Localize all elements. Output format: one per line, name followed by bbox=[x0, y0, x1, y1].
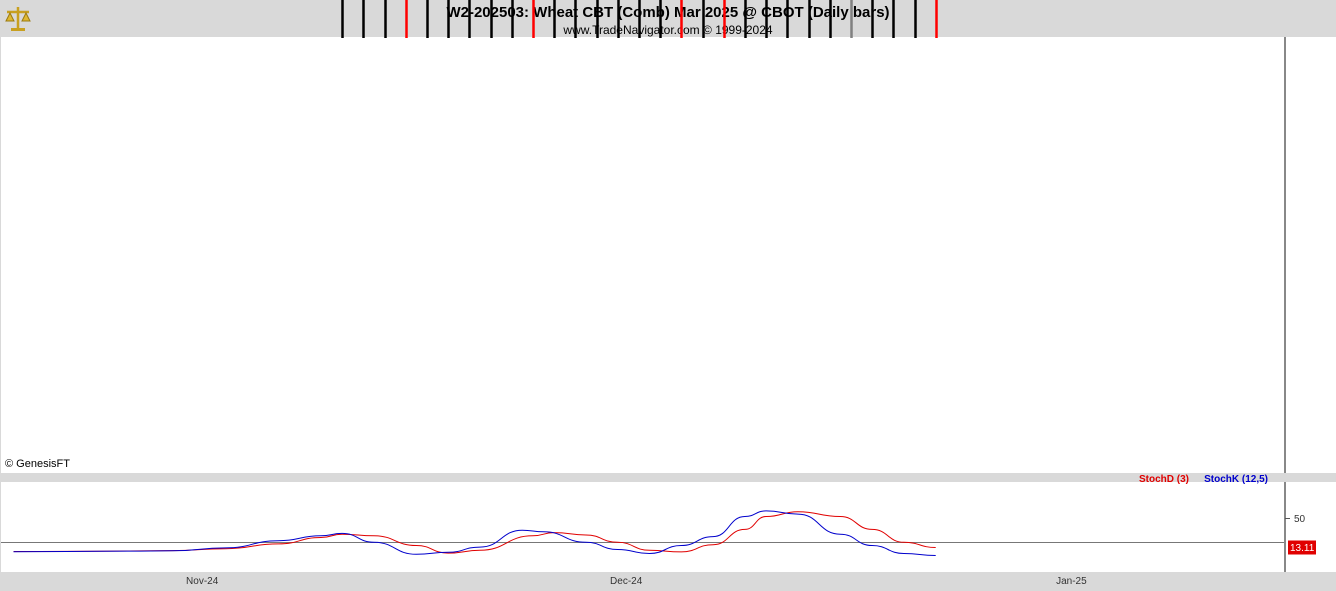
date-label: Dec-24 bbox=[610, 576, 643, 587]
scales-icon bbox=[3, 3, 33, 33]
stoch-tick-label: 50 bbox=[1294, 514, 1306, 525]
chart-title: W2-202503: Wheat CBT (Comb) Mar 2025 @ C… bbox=[446, 4, 889, 21]
date-label: Nov-24 bbox=[186, 576, 219, 587]
price-axis-bg bbox=[1285, 37, 1336, 473]
stochastic-panel bbox=[1, 482, 1285, 572]
price-bar bbox=[426, 0, 429, 38]
stoch-axis-bg bbox=[1285, 482, 1336, 572]
stochastic-lines: StochD (3) StochK (12,5) bbox=[1, 474, 1284, 556]
copyright-label: © GenesisFT bbox=[5, 458, 70, 470]
date-axis bbox=[0, 572, 1336, 591]
stochastic-axis: 50 13.11 bbox=[1285, 482, 1336, 572]
header-bar bbox=[0, 0, 1336, 37]
price-axis: 520^0525^0530^0535^0540^0545^0550^0555^0… bbox=[1285, 37, 1336, 473]
stoch-series-line bbox=[13, 510, 936, 556]
chart-subtitle: www.TradeNavigator.com © 1999-2024 bbox=[562, 23, 772, 37]
price-panel bbox=[1, 37, 1285, 473]
stoch-series-line bbox=[13, 511, 936, 554]
date-label: Jan-25 bbox=[1056, 576, 1087, 587]
stochk-legend: StochK (12,5) bbox=[1204, 474, 1268, 485]
stoch-value-badge bbox=[1288, 540, 1316, 555]
stoch-value-label: 13.11 bbox=[1290, 543, 1315, 554]
date-axis-labels: Nov-24 Dec-24 Jan-25 bbox=[186, 576, 1087, 587]
stochd-legend: StochD (3) bbox=[1139, 474, 1189, 485]
